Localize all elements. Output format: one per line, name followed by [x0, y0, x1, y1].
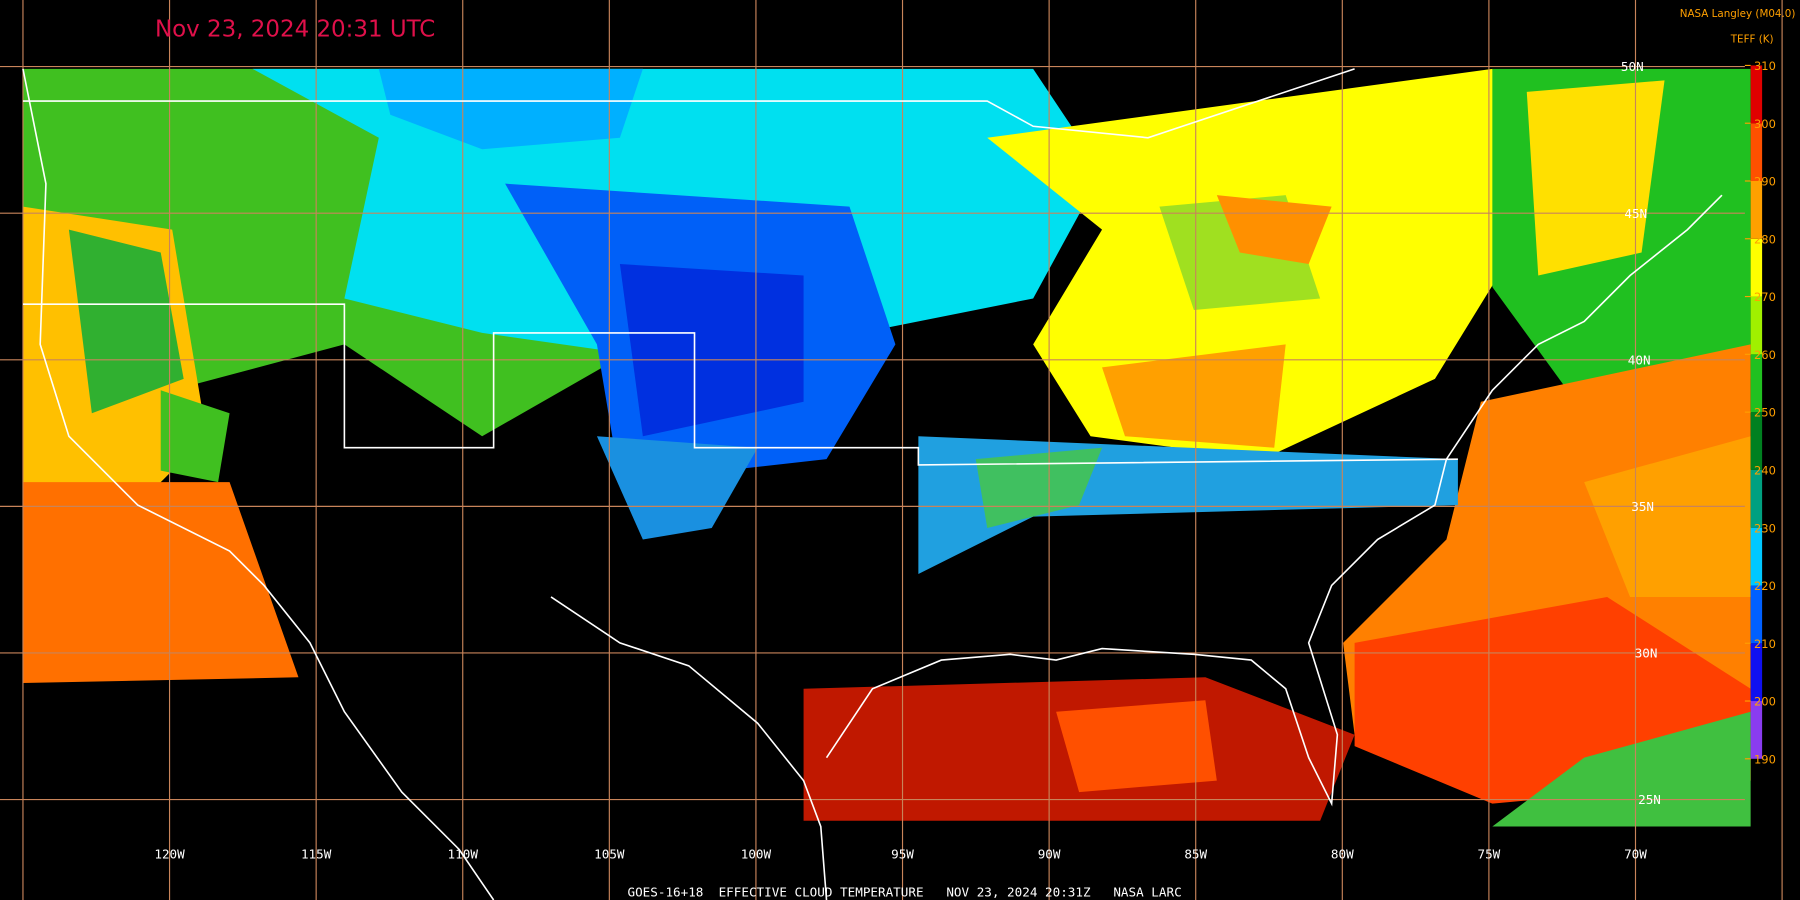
cloud-region [378, 68, 643, 150]
cloud-region [160, 390, 230, 483]
latitude-label: 45N [1624, 206, 1647, 221]
border [22, 68, 1355, 139]
colorbar-segment [1750, 585, 1763, 644]
map-title: Nov 23, 2024 20:31 UTC [155, 17, 435, 43]
cloud-region [1056, 700, 1217, 793]
colorbar-segment [1750, 238, 1763, 297]
cloud-region [22, 482, 299, 684]
colorbar-tick-label: 210 [1754, 637, 1776, 651]
colorbar-segment [1750, 354, 1763, 413]
colorbar-segment [1750, 527, 1763, 586]
latitude-label: 25N [1638, 792, 1661, 807]
colorbar-label: TEFF (K) [1730, 33, 1774, 45]
colorbar-tick-label: 300 [1754, 117, 1776, 131]
credit: NASA Langley (M04.0) [1680, 8, 1796, 20]
colorbar: 190 200 210 220 230 240 250 260 270 280 290 300 310 [1744, 59, 1776, 766]
colorbar-segment [1750, 701, 1763, 759]
colorbar-segment [1750, 65, 1763, 124]
footer: GOES-16+18 EFFECTIVE CLOUD TEMPERATURE N… [627, 885, 1181, 900]
colorbar-segment [1750, 123, 1763, 181]
latitude-label: 30N [1635, 646, 1658, 661]
colorbar-tick-label: 220 [1754, 579, 1776, 593]
colorbar-tick-label: 230 [1754, 521, 1776, 535]
cloud-region [68, 229, 184, 414]
longitude-label: 85W [1184, 847, 1207, 862]
cloud-region [1216, 195, 1332, 265]
longitude-label: 100W [741, 847, 772, 862]
coastlines [22, 68, 1723, 900]
colorbar-tick-label: 250 [1754, 406, 1776, 420]
colorbar-tick-label: 290 [1754, 175, 1776, 189]
longitude-label: 95W [891, 847, 914, 862]
longitude-label: 105W [594, 847, 625, 862]
cloud-region [975, 447, 1103, 529]
colorbar-segment [1750, 412, 1763, 470]
longitude-label: 115W [301, 847, 332, 862]
longitude-label: 70W [1624, 847, 1647, 862]
colorbar-segment [1750, 296, 1763, 355]
latitude-label: 50N [1621, 59, 1644, 74]
colorbar-tick-label: 200 [1754, 695, 1776, 709]
colorbar-tick-label: 240 [1754, 463, 1776, 477]
cloud-region [1584, 436, 1751, 597]
cloud-field [22, 68, 1751, 827]
border [22, 303, 1458, 466]
colorbar-tick-label: 280 [1754, 232, 1776, 246]
cloud-region [1526, 80, 1665, 276]
colorbar-tick-label: 270 [1754, 290, 1776, 304]
cloud-region [1102, 344, 1286, 448]
longitude-label: 110W [448, 847, 479, 862]
coastline [550, 596, 828, 900]
cloud-region [596, 436, 758, 540]
colorbar-segment [1750, 643, 1763, 702]
colorbar-segment [1750, 180, 1763, 239]
coastline [825, 194, 1723, 807]
cloud-region [1492, 711, 1751, 827]
colorbar-tick-label: 310 [1754, 59, 1776, 73]
latitude-label: 35N [1631, 499, 1654, 514]
colorbar-tick-label: 260 [1754, 348, 1776, 362]
colorbar-segment [1750, 469, 1763, 528]
longitude-label: 120W [154, 847, 185, 862]
coastline [22, 68, 495, 900]
cloud-region [619, 264, 804, 437]
longitude-label: 90W [1038, 847, 1061, 862]
longitude-label: 80W [1331, 847, 1354, 862]
colorbar-tick-label: 190 [1754, 752, 1776, 766]
longitude-label: 75W [1478, 847, 1501, 862]
latitude-label: 40N [1628, 352, 1651, 367]
